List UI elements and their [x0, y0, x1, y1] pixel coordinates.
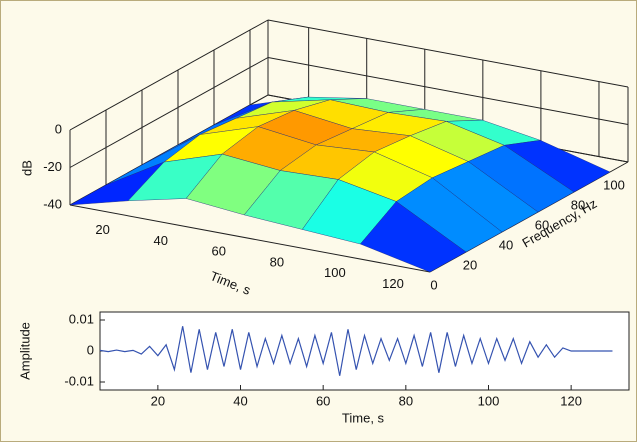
x-tick-label: 40 [233, 393, 247, 408]
surface-patch [359, 201, 467, 273]
y-tick-label: 100 [603, 177, 625, 192]
z-grid-line [267, 57, 629, 125]
x-tick-label: 100 [478, 393, 500, 408]
x-tick-label: 60 [212, 244, 226, 259]
x-tick-label: 100 [324, 265, 346, 280]
surface [69, 96, 611, 273]
z-tick-label: -40 [43, 196, 62, 211]
z-tick-label: 0 [55, 121, 62, 136]
y-tick-label: 60 [535, 217, 549, 232]
amp-y-label: Amplitude [17, 322, 32, 380]
x-tick-label: 80 [399, 393, 413, 408]
x-tick-label: 20 [151, 393, 165, 408]
y-tick-label: 40 [499, 237, 513, 252]
y-tick-label: 0 [430, 277, 437, 292]
y-tick-label: 20 [463, 257, 477, 272]
x-tick-label: 120 [382, 276, 404, 291]
z-axis-label: dB [19, 160, 34, 176]
x-tick-label: 40 [153, 233, 167, 248]
amp-x-label: Time, s [342, 410, 385, 425]
x-tick-label: 120 [560, 393, 582, 408]
waveform [99, 326, 613, 376]
y-tick-label: 80 [571, 197, 585, 212]
z-grid-line [69, 57, 269, 168]
z-tick-label: -20 [43, 159, 62, 174]
y-tick-label: 0.01 [69, 311, 94, 326]
y-tick-label: -0.01 [64, 373, 94, 388]
y-tick-label: 0 [87, 342, 94, 357]
plot-area [99, 311, 630, 391]
axis-line [69, 204, 431, 273]
x-tick-label: 80 [270, 254, 284, 269]
z-grid-line [267, 19, 629, 88]
z-grid-line [69, 19, 269, 131]
x-tick-label: 20 [95, 222, 109, 237]
x-tick-label: 60 [316, 393, 330, 408]
